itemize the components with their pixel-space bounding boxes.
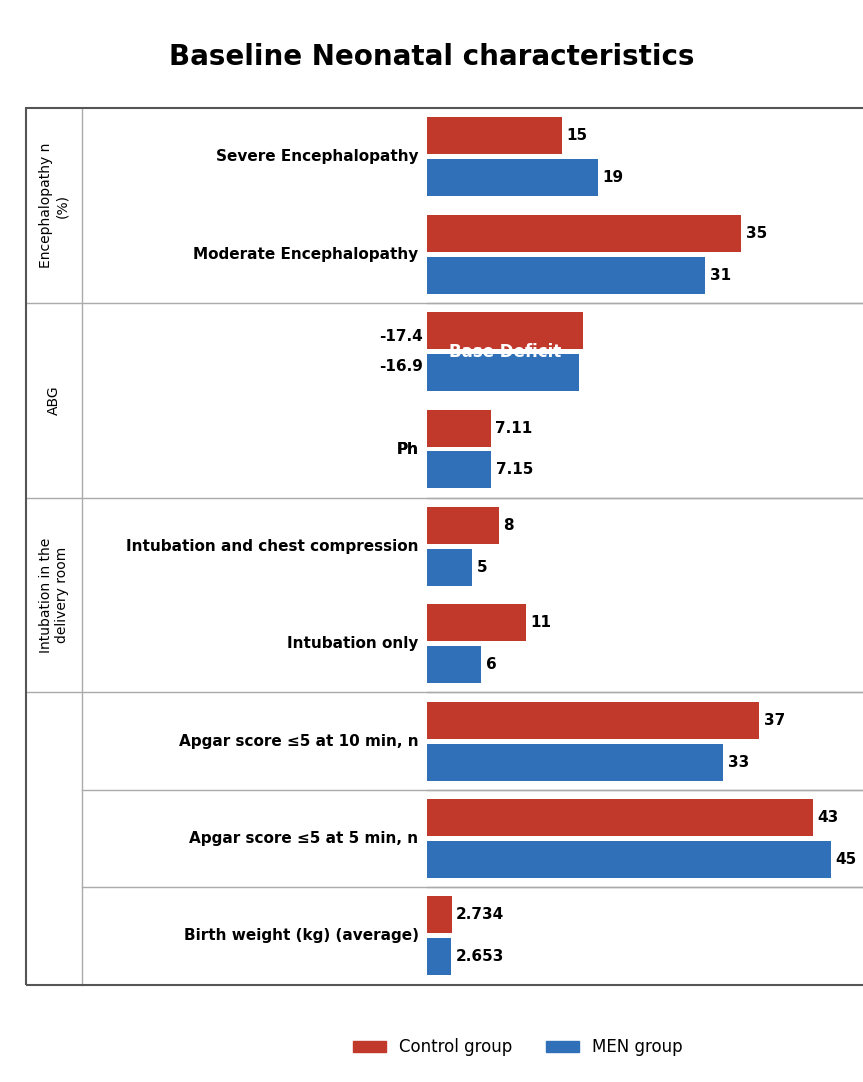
Text: 2.653: 2.653 xyxy=(456,949,504,964)
Text: Base Deficit: Base Deficit xyxy=(449,343,562,360)
Legend: Control group, MEN group: Control group, MEN group xyxy=(346,1031,690,1063)
Text: Ph: Ph xyxy=(397,441,419,457)
Text: 7.11: 7.11 xyxy=(495,421,532,436)
Text: 5: 5 xyxy=(476,559,488,575)
Text: 31: 31 xyxy=(710,267,731,282)
Bar xyxy=(427,354,579,391)
Text: 45: 45 xyxy=(835,852,857,867)
Text: 15: 15 xyxy=(566,129,588,144)
Bar xyxy=(427,159,598,196)
Bar xyxy=(427,410,491,447)
Bar xyxy=(427,605,526,642)
Text: Intubation in the
delivery room: Intubation in the delivery room xyxy=(39,538,69,652)
Text: 2.734: 2.734 xyxy=(457,908,505,923)
Text: Intubation only: Intubation only xyxy=(287,636,419,651)
Text: Ph: Ph xyxy=(397,441,419,457)
Text: Encephalopathy n
(%): Encephalopathy n (%) xyxy=(39,143,69,268)
Text: 11: 11 xyxy=(531,616,551,631)
Text: Apgar score ≤5 at 5 min, n: Apgar score ≤5 at 5 min, n xyxy=(190,831,419,846)
Text: 35: 35 xyxy=(746,226,767,241)
Bar xyxy=(427,743,723,780)
Text: -16.9: -16.9 xyxy=(379,359,423,374)
Text: 37: 37 xyxy=(764,713,785,728)
Bar xyxy=(427,938,451,975)
Text: Baseline Neonatal characteristics: Baseline Neonatal characteristics xyxy=(169,43,694,71)
Text: 33: 33 xyxy=(728,754,749,769)
Bar xyxy=(427,841,831,878)
Text: Severe Encephalopathy: Severe Encephalopathy xyxy=(216,149,419,164)
Bar xyxy=(427,507,499,544)
Bar xyxy=(427,897,451,934)
Text: ABG: ABG xyxy=(47,385,61,415)
Text: Apgar score ≤5 at 10 min, n: Apgar score ≤5 at 10 min, n xyxy=(179,734,419,749)
Bar xyxy=(427,646,481,683)
Text: 7.15: 7.15 xyxy=(496,462,533,477)
Bar xyxy=(427,256,705,293)
Text: 43: 43 xyxy=(817,810,839,826)
Text: 8: 8 xyxy=(503,518,514,533)
Bar xyxy=(427,118,562,155)
Bar xyxy=(427,313,583,349)
Text: Intubation and chest compression: Intubation and chest compression xyxy=(126,539,419,554)
Text: 6: 6 xyxy=(486,657,496,672)
Text: 19: 19 xyxy=(602,170,623,185)
Bar xyxy=(427,215,741,252)
Text: -17.4: -17.4 xyxy=(379,329,423,344)
Bar xyxy=(427,800,813,836)
Bar xyxy=(427,549,472,585)
Bar xyxy=(427,702,759,739)
Text: Birth weight (kg) (average): Birth weight (kg) (average) xyxy=(184,928,419,944)
Bar xyxy=(427,451,491,488)
Text: Moderate Encephalopathy: Moderate Encephalopathy xyxy=(193,247,419,262)
